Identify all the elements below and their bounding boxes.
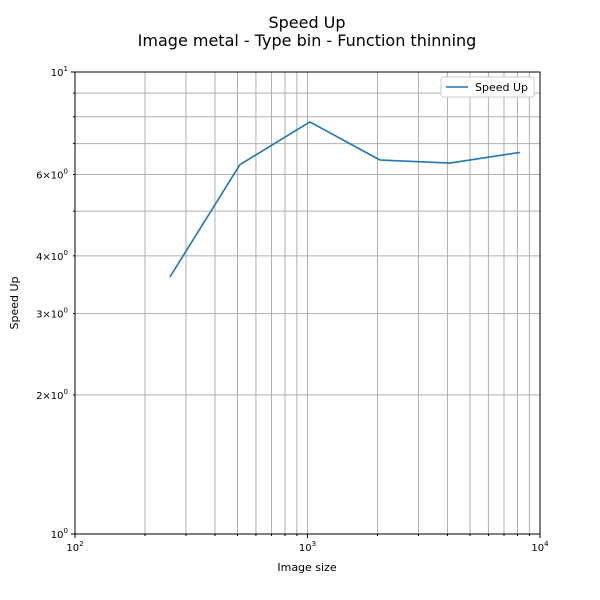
- chart-title: Speed Up: [268, 13, 345, 32]
- y-minor-tick-label: 4×100: [36, 249, 68, 263]
- series-layer: [169, 121, 521, 278]
- y-tick-label: 101: [51, 65, 68, 79]
- grid-lines: [74, 71, 541, 535]
- x-tick-label: 104: [531, 540, 549, 554]
- y-minor-tick-label: 6×100: [36, 167, 68, 181]
- y-tick-label: 100: [51, 527, 68, 541]
- series-line: [169, 121, 521, 278]
- y-axis-label: Speed Up: [8, 276, 21, 329]
- x-tick-label: 102: [66, 540, 83, 554]
- chart-subtitle: Image metal - Type bin - Function thinni…: [138, 31, 477, 50]
- axis-ticks: 102 103 104 100 101 2×100 3×100 4×100 6×100: [36, 65, 549, 554]
- y-minor-tick-label: 3×100: [36, 307, 68, 321]
- legend: Speed Up: [440, 76, 535, 98]
- x-tick-label: 103: [299, 540, 316, 554]
- y-minor-tick-label: 2×100: [36, 388, 68, 402]
- legend-box: [440, 76, 535, 98]
- x-axis-label: Image size: [277, 561, 337, 574]
- legend-label: Speed Up: [475, 81, 528, 94]
